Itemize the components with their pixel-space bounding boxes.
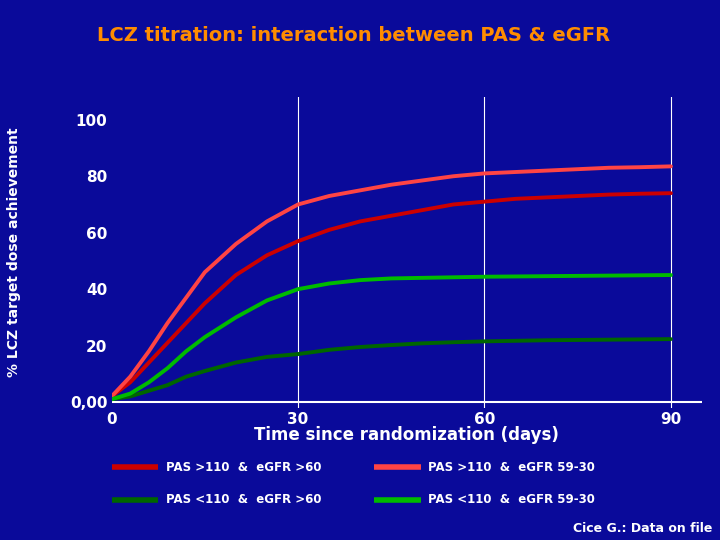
Text: PAS <110  &  eGFR >60: PAS <110 & eGFR >60 [166,493,321,506]
Text: % LCZ target dose achievement: % LCZ target dose achievement [7,127,22,377]
Text: PAS >110  &  eGFR >60: PAS >110 & eGFR >60 [166,461,321,474]
Text: PAS >110  &  eGFR 59-30: PAS >110 & eGFR 59-30 [428,461,595,474]
Text: LCZ titration: interaction between PAS & eGFR: LCZ titration: interaction between PAS &… [97,25,611,45]
Text: Cice G.: Data on file: Cice G.: Data on file [573,522,713,535]
Text: Time since randomization (days): Time since randomization (days) [254,426,559,444]
Text: PAS <110  &  eGFR 59-30: PAS <110 & eGFR 59-30 [428,493,595,506]
